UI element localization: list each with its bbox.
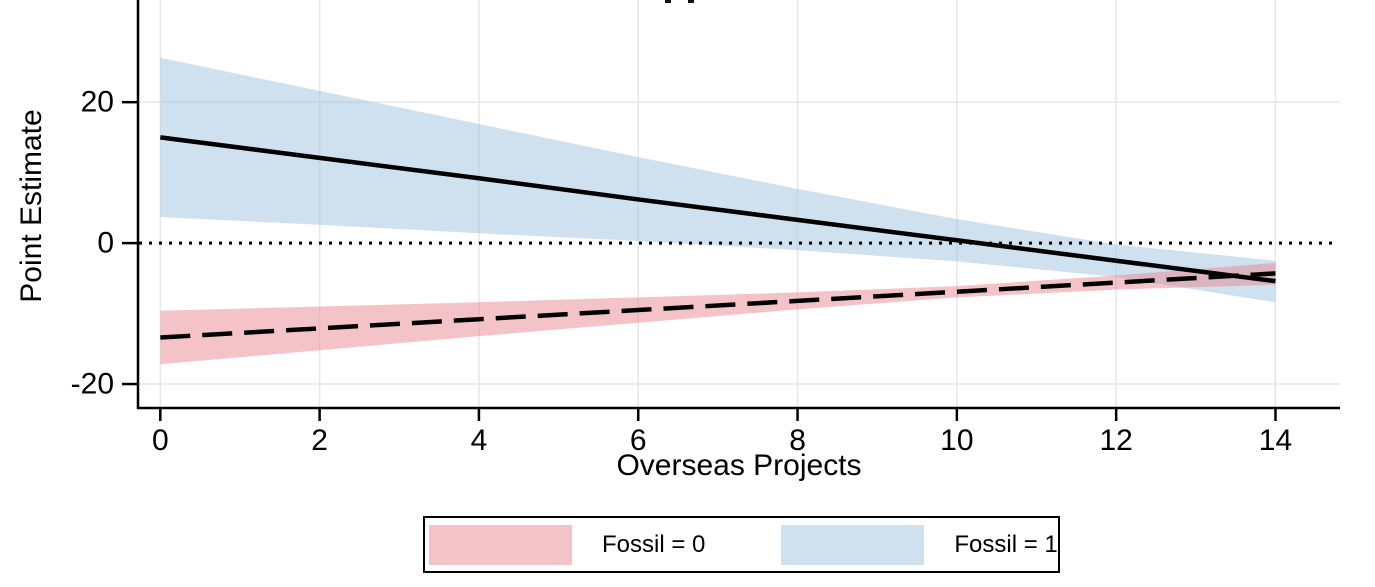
x-tick-label: 12: [1099, 424, 1132, 457]
cropped-title-remnant: [665, 0, 671, 3]
legend-swatch-fossil-1: [781, 524, 925, 565]
x-tick-label: 8: [789, 424, 806, 457]
x-tick-label: 14: [1259, 424, 1292, 457]
legend-item-fossil-1: Fossil = 1: [781, 524, 1058, 565]
x-tick-label: 2: [311, 424, 328, 457]
x-tick-label: 0: [152, 424, 169, 457]
y-tick-label: 20: [81, 86, 114, 119]
x-tick-label: 10: [940, 424, 973, 457]
confidence-band-fossil-0: [160, 262, 1276, 365]
legend-item-fossil-0: Fossil = 0: [429, 524, 706, 565]
legend-swatch-fossil-0: [429, 524, 572, 565]
estimate-line-fossil-1: [160, 135, 1276, 284]
x-axis-title: Overseas Projects: [616, 449, 862, 482]
legend-label-fossil-0: Fossil = 0: [602, 530, 706, 558]
y-axis-title: Point Estimate: [15, 109, 48, 303]
legend: Fossil = 0 Fossil = 1: [423, 516, 1060, 573]
estimate-line-fossil-0: [160, 271, 1276, 340]
legend-label-fossil-1: Fossil = 1: [954, 530, 1058, 558]
confidence-band-fossil-1: [160, 57, 1276, 303]
cropped-title-remnant: [688, 0, 694, 3]
x-tick-label: 6: [630, 424, 647, 457]
y-tick-label: 0: [97, 227, 114, 260]
y-tick-label: -20: [71, 368, 114, 401]
x-tick-label: 4: [471, 424, 488, 457]
